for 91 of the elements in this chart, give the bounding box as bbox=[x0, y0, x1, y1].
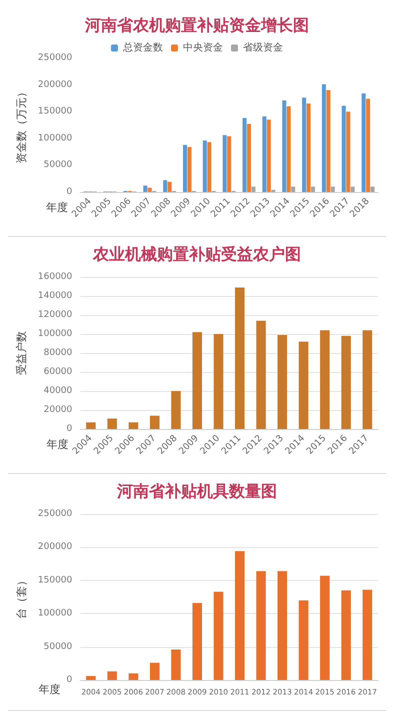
bar bbox=[362, 330, 372, 429]
bar bbox=[302, 98, 306, 192]
y-tick-label: 200000 bbox=[38, 542, 73, 552]
bar bbox=[306, 104, 311, 192]
bar bbox=[227, 136, 232, 192]
bar bbox=[242, 118, 247, 192]
bar bbox=[234, 551, 245, 680]
y-tick-label: 200000 bbox=[38, 80, 73, 90]
y-tick-label: 50000 bbox=[44, 642, 73, 652]
bar bbox=[278, 571, 288, 680]
y-tick-label: 0 bbox=[66, 187, 73, 197]
y-tick-label: 50000 bbox=[44, 160, 73, 170]
y-tick-label: 250000 bbox=[38, 509, 73, 519]
y-tick-label: 60000 bbox=[44, 367, 73, 377]
chart-title: 农业机械购置补贴受益农户图 bbox=[92, 244, 301, 264]
bar bbox=[362, 93, 366, 192]
bar bbox=[278, 334, 288, 429]
y-tick-label: 40000 bbox=[44, 386, 73, 396]
bar bbox=[171, 391, 181, 429]
x-axis-title: 年度 bbox=[46, 201, 68, 214]
bar bbox=[341, 336, 351, 429]
bar bbox=[330, 186, 335, 192]
x-axis-title: 年度 bbox=[38, 683, 61, 696]
bar bbox=[202, 140, 207, 192]
bar bbox=[291, 186, 296, 192]
bar bbox=[320, 330, 330, 429]
y-tick-label: 150000 bbox=[38, 575, 73, 586]
bar bbox=[251, 186, 256, 192]
y-axis-title: 资金数（万元） bbox=[15, 86, 28, 164]
bar bbox=[256, 571, 266, 680]
bar bbox=[298, 600, 308, 680]
legend-label: 中央资金 bbox=[183, 42, 223, 54]
bar bbox=[350, 186, 355, 192]
bar bbox=[128, 422, 138, 429]
bar bbox=[256, 320, 266, 429]
x-axis-title: 年度 bbox=[46, 438, 69, 451]
bar bbox=[143, 186, 148, 192]
bar bbox=[163, 180, 168, 192]
chart-title: 河南省农机购置补贴资金增长图 bbox=[84, 16, 309, 34]
bar bbox=[298, 342, 308, 429]
y-axis-title: 台（套） bbox=[15, 575, 28, 619]
bar bbox=[222, 135, 227, 192]
y-tick-label: 160000 bbox=[38, 272, 73, 282]
y-tick-label: 0 bbox=[66, 675, 73, 685]
y-tick-label: 100000 bbox=[38, 329, 73, 339]
bar bbox=[266, 120, 271, 192]
bar bbox=[182, 144, 188, 192]
bar bbox=[150, 416, 160, 429]
bar bbox=[187, 146, 192, 192]
bar bbox=[282, 100, 286, 192]
bar bbox=[107, 418, 117, 429]
bar bbox=[342, 106, 346, 192]
bar bbox=[322, 84, 326, 192]
bar bbox=[214, 334, 224, 429]
bar bbox=[128, 673, 138, 680]
bar bbox=[214, 592, 224, 680]
y-tick-label: 100000 bbox=[38, 133, 73, 144]
y-tick-label: 140000 bbox=[38, 291, 73, 301]
bar bbox=[171, 649, 181, 680]
y-tick-label: 250000 bbox=[38, 53, 73, 63]
bar bbox=[370, 186, 375, 192]
y-tick-label: 120000 bbox=[38, 310, 73, 320]
y-tick-label: 0 bbox=[66, 424, 73, 434]
bar bbox=[168, 182, 172, 192]
bar bbox=[246, 124, 251, 192]
legend-label: 总资金数 bbox=[122, 42, 163, 54]
bar bbox=[86, 422, 96, 429]
bar bbox=[192, 332, 202, 429]
bar bbox=[107, 671, 117, 680]
bar bbox=[86, 676, 96, 680]
bar bbox=[150, 662, 160, 680]
y-axis-title: 受益户数 bbox=[15, 331, 28, 375]
bar bbox=[341, 590, 351, 680]
bar bbox=[362, 590, 372, 680]
bar bbox=[326, 90, 330, 192]
bar bbox=[320, 576, 330, 680]
legend-label: 省级资金 bbox=[243, 42, 283, 54]
bar bbox=[262, 116, 266, 192]
y-tick-label: 80000 bbox=[44, 348, 73, 358]
bar bbox=[310, 186, 315, 192]
bar bbox=[346, 112, 350, 192]
bar bbox=[286, 106, 291, 192]
y-tick-label: 150000 bbox=[38, 106, 73, 117]
y-tick-label: 20000 bbox=[44, 405, 73, 415]
bar bbox=[192, 602, 202, 680]
bar bbox=[207, 142, 212, 192]
bar bbox=[148, 188, 152, 192]
chart-title: 河南省补贴机具数量图 bbox=[116, 482, 277, 500]
bar bbox=[234, 287, 245, 429]
y-tick-label: 100000 bbox=[38, 608, 73, 619]
bar bbox=[366, 98, 370, 192]
